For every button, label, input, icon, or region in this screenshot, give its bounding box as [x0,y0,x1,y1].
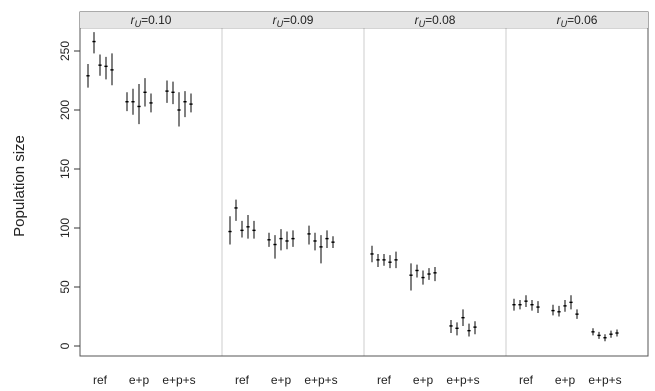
panel-title: rU=0.10 [131,13,172,29]
x-tick-label: e+p+s [588,373,621,387]
x-tick-label: e+p+s [304,373,337,387]
y-tick-label: 100 [58,218,72,238]
panel-title: rU=0.09 [273,13,314,29]
panel-title: rU=0.08 [415,13,456,29]
x-tick-label: e+p [555,373,576,387]
y-tick-label: 0 [58,342,72,349]
y-tick-label: 150 [58,159,72,179]
x-tick-label: e+p+s [446,373,479,387]
x-tick-label: e+p [413,373,434,387]
x-tick-label: ref [377,373,392,387]
y-axis: 0 50 100 150 200 250 [58,41,80,349]
plot-frame [79,11,649,357]
y-axis-title: Population size [11,135,28,237]
x-tick-label: ref [235,373,250,387]
panel-strip [80,12,222,28]
x-axis: ref e+p e+p+s ref e+p e+p+s ref e+p e+p+s ref e+p e… [93,373,622,387]
panel-strip [364,12,506,28]
x-tick-label: e+p+s [162,373,195,387]
x-tick-label: ref [519,373,534,387]
y-tick-label: 200 [58,100,72,120]
x-tick-label: ref [93,373,108,387]
panel-title: rU=0.06 [557,13,598,29]
x-tick-label: e+p [129,373,150,387]
error-bars [86,32,619,342]
panel-strip [222,12,364,28]
y-tick-label: 50 [58,280,72,294]
y-tick-label: 250 [58,41,72,61]
x-tick-label: e+p [271,373,292,387]
panel-strip [506,12,648,28]
panel-strips: rU=0.10 rU=0.09 rU=0.08 rU=0.06 [80,12,648,29]
